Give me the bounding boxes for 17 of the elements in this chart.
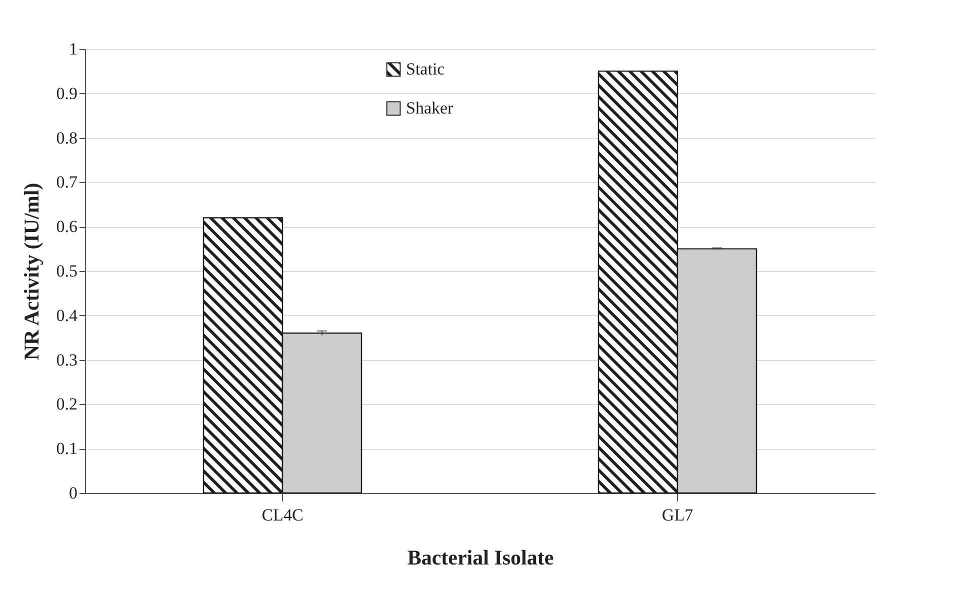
y-tick-label: 0.9	[56, 84, 78, 103]
y-tick-label: 0	[69, 484, 78, 502]
legend-label: Shaker	[406, 98, 454, 118]
y-tick-label: 0.6	[56, 217, 78, 236]
y-tick-label: 0.3	[56, 350, 78, 370]
y-tick-label: 0.7	[56, 172, 78, 192]
y-tick-label: 0.5	[56, 262, 78, 280]
y-tick-label: 0.4	[56, 306, 78, 325]
legend-label: Static	[406, 60, 446, 78]
x-axis-title: Bacterial Isolate	[407, 546, 554, 570]
y-tick-label: 1	[69, 40, 78, 58]
y-tick-label: 0.8	[56, 128, 78, 148]
y-tick-label: 0.1	[56, 439, 78, 458]
x-tick-label: GL7	[662, 506, 694, 524]
y-tick-label: 0.2	[56, 394, 78, 414]
x-tick-label: CL4C	[262, 506, 304, 524]
y-axis-title: NR Activity (IU/ml)	[19, 182, 44, 360]
